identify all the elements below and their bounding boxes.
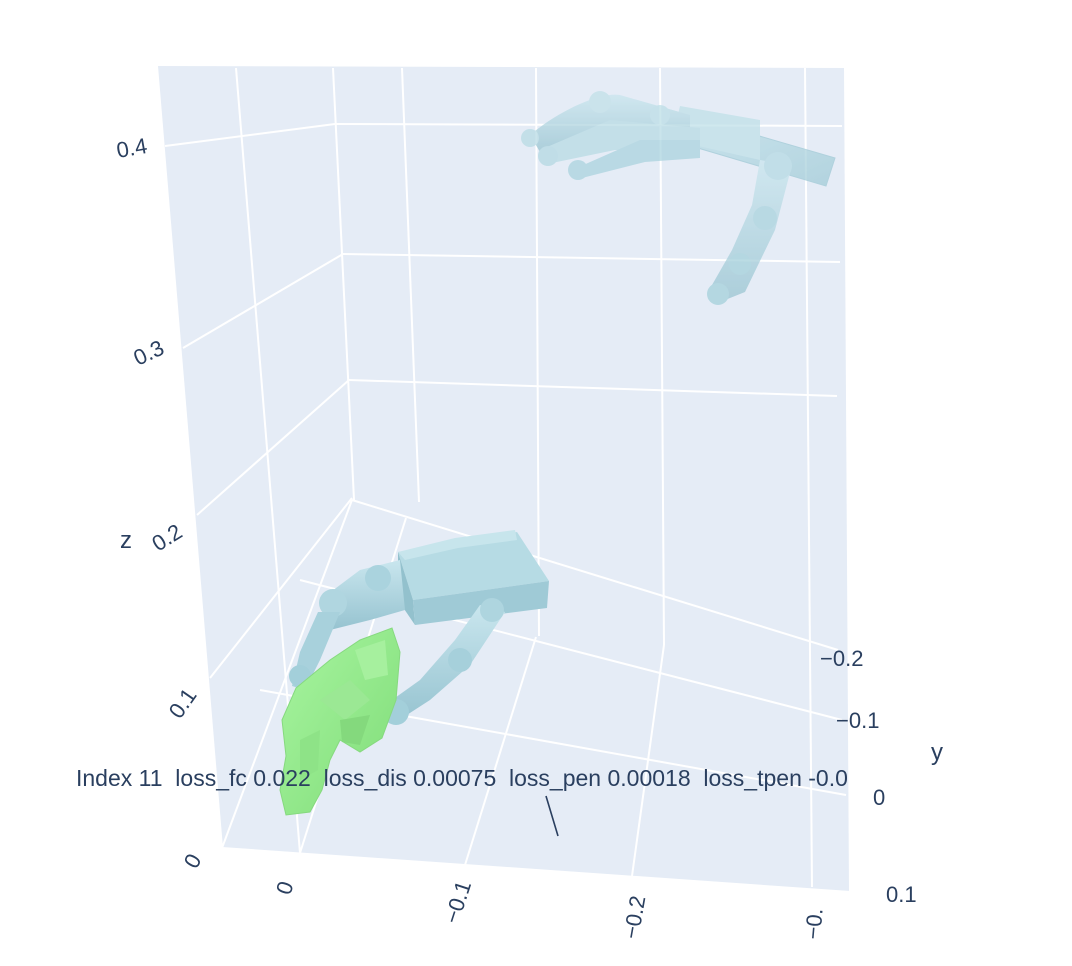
gridline-v [804, 67, 813, 888]
gridline-floor [464, 636, 537, 866]
hand-mesh-lower [289, 530, 549, 725]
upper-palm-block-side [672, 106, 760, 160]
gridline-h [164, 123, 336, 147]
object-facet [340, 715, 370, 745]
z-tick-label: 0 [179, 849, 207, 872]
lower-knuckle [365, 565, 391, 591]
object-mesh [279, 627, 401, 816]
z-axis-title: z [120, 527, 132, 554]
gridline-h [209, 497, 353, 679]
lower-knuckle [319, 589, 347, 617]
upper-thumb-joint [764, 152, 792, 180]
upper-finger [540, 120, 700, 163]
lower-thumb-joint [448, 648, 472, 672]
annotation-text: Index 11 loss_fc 0.022 loss_dis 0.00075 … [76, 765, 848, 791]
x-tick-label: 0 [271, 878, 299, 897]
x-tick-label: −0.2 [618, 894, 650, 941]
y-tick-label: 0.1 [886, 882, 917, 907]
lower-palm-front [398, 552, 415, 625]
gridline-v [332, 67, 355, 501]
z-tick-label: 0.2 [147, 519, 186, 556]
lower-thumb-joint [480, 598, 504, 622]
upper-fingertip [538, 146, 558, 166]
upper-thumb-joint [753, 206, 777, 230]
lower-palm-side [413, 581, 549, 625]
hand-mesh-upper [521, 91, 836, 305]
z-tick-label: 0.3 [130, 335, 168, 371]
axis-spine [545, 795, 559, 837]
y-tick-label: −0.2 [820, 646, 863, 671]
gridline-floor [351, 499, 839, 651]
gridline-floor [221, 499, 353, 849]
gridline-v [844, 67, 851, 893]
gridline-h [182, 253, 344, 349]
object-facet [320, 680, 370, 720]
gridline-v [535, 67, 540, 637]
upper-thumb [708, 160, 792, 302]
upper-knuckle [589, 91, 611, 113]
gridline-h [196, 379, 350, 516]
upper-fingertip [568, 160, 588, 180]
upper-fingertip [521, 129, 539, 147]
y-tick-label: 0 [873, 785, 885, 810]
x-tick-label: −0.1 [439, 878, 476, 927]
lower-palm-upper [398, 530, 517, 560]
gridline-v [156, 65, 223, 849]
upper-thumb-joint [729, 253, 751, 275]
x-axis: 0 −0.1 −0.2 −0. [271, 878, 828, 941]
gridline-v [401, 67, 420, 503]
gridline-h [348, 379, 838, 397]
y-tick-label: −0.1 [836, 708, 879, 733]
z-tick-label: 0.1 [164, 683, 202, 722]
lower-thumb [385, 605, 505, 722]
gridline-v [659, 67, 665, 646]
upper-knuckle [650, 105, 670, 125]
z-tick-label: 0.4 [115, 133, 149, 163]
x-tick-label: −0. [800, 907, 828, 940]
upper-thumb-tip [707, 283, 729, 305]
object-facet [355, 640, 388, 680]
y-axis: −0.2 −0.1 0 0.1 y [820, 646, 943, 907]
upper-finger [572, 140, 700, 178]
object-facet [300, 730, 320, 780]
y-axis-title: y [931, 739, 943, 766]
gridline-floor [221, 847, 851, 893]
